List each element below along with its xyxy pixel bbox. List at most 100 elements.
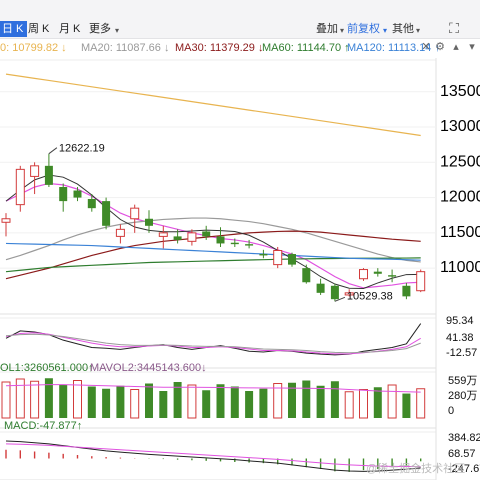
- oscillator-tick-label: 95.34: [446, 315, 474, 327]
- watermark-text: @稀土掘金技术社区: [366, 463, 466, 475]
- candle-body-up: [115, 228, 125, 237]
- ma20-label: MA20: 11087.66 ↓: [81, 42, 170, 54]
- volume-bar-down: [102, 388, 111, 418]
- chevron-up-icon[interactable]: ▴: [453, 41, 459, 53]
- candle-body-down: [102, 201, 111, 226]
- period-daily-k-tab[interactable]: 日 K: [0, 21, 28, 37]
- volume-bar-down: [159, 391, 168, 418]
- period-monthly-k-tab[interactable]: 月 K: [59, 23, 81, 35]
- volume-bar-up: [273, 383, 283, 419]
- volume-bar-up: [73, 380, 82, 419]
- candle-body-down: [216, 236, 225, 244]
- chevron-down-icon: ▾: [115, 26, 120, 35]
- volume-bar-down: [216, 384, 225, 418]
- candle-body-up: [273, 250, 283, 266]
- volume-bar-up: [359, 389, 368, 419]
- chevron-down-icon[interactable]: ▾: [469, 41, 475, 53]
- vol-legend-label: OL1:3260561.000↑: [0, 362, 94, 374]
- candle-body-up: [130, 207, 140, 220]
- price-tick-label: 11000.0: [440, 259, 480, 276]
- volume-bar-up: [130, 389, 140, 419]
- candle-body-down: [388, 275, 397, 277]
- ma120-label: MA120: 11113.14 ↑: [347, 42, 440, 54]
- candle-body-up: [15, 168, 25, 206]
- toolbar: 日 K 周 K 月 K 更多 ▾ 叠加 ▾ 前复权 ▾ 其他 ▾ ⛶: [0, 0, 480, 39]
- candle-body-down: [288, 254, 296, 265]
- high-marker-line: [48, 147, 58, 155]
- macd-legend-label: MACD:-47.877↑: [4, 420, 83, 432]
- high-price-label: 12622.19: [59, 143, 105, 155]
- candle-body-down: [173, 236, 182, 240]
- volume-bar-down: [302, 380, 311, 418]
- volume-bar-down: [173, 382, 182, 418]
- candle-body-up: [158, 232, 168, 237]
- candle-body-down: [44, 165, 53, 185]
- candle-body-up: [344, 292, 354, 296]
- ma30-label: MA30: 11379.29 ↓: [175, 42, 264, 54]
- other-button[interactable]: 其他: [392, 23, 414, 35]
- candle-body-up: [359, 269, 368, 280]
- ma20-line: [5, 217, 421, 263]
- ma120-line: [5, 242, 421, 261]
- close-icon[interactable]: ✕: [421, 41, 431, 53]
- oscillator-line: [5, 333, 421, 354]
- price-tick-label: 12500.0: [440, 153, 480, 170]
- volume-tick-label: 0: [448, 405, 454, 417]
- volume-bar-up: [187, 384, 197, 419]
- candle-body-up: [416, 271, 426, 292]
- volume-bar-down: [330, 381, 339, 418]
- candle-body-down: [330, 285, 339, 300]
- volume-bar-down: [230, 386, 239, 418]
- overlay-button[interactable]: 叠加: [316, 23, 338, 35]
- price-tick-label: 13000.0: [440, 118, 480, 135]
- candle-body-up: [187, 232, 197, 242]
- fullscreen-icon[interactable]: ⛶: [449, 20, 459, 36]
- volume-bar-down: [316, 385, 325, 418]
- low-price-label: 10529.38: [347, 290, 393, 302]
- volume-bar-up: [344, 391, 354, 419]
- candle-body-down: [230, 242, 239, 245]
- volume-bar-down: [44, 378, 53, 418]
- candle-body-down: [245, 244, 254, 246]
- candle-body-down: [373, 271, 382, 274]
- low-marker-line: [334, 296, 346, 302]
- ma5-line: [5, 182, 421, 289]
- settings-icon[interactable]: ⚙: [435, 41, 445, 53]
- period-more-tab[interactable]: 更多: [89, 23, 111, 35]
- volume-bar-up: [416, 388, 426, 419]
- candle-body-down: [202, 231, 211, 237]
- candle-body-up: [1, 218, 11, 223]
- candle-body-down: [145, 218, 153, 226]
- volume-bar-down: [59, 385, 68, 418]
- adjust-button[interactable]: 前复权: [347, 23, 380, 35]
- volume-bar-up: [1, 381, 11, 419]
- volume-tick-label: 280万: [448, 390, 477, 402]
- oscillator-line: [5, 323, 422, 356]
- price-tick-label: 12000.0: [440, 189, 480, 206]
- candle-body-down: [402, 285, 411, 297]
- period-weekly-k-tab[interactable]: 周 K: [28, 23, 50, 35]
- volume-bar-down: [245, 391, 254, 418]
- price-tick-label: 13500.0: [440, 83, 480, 100]
- ma60-label: MA60: 11144.70 ↑: [262, 42, 350, 54]
- chevron-down-icon: ▾: [340, 26, 345, 35]
- macd-tick-label: 384.82: [448, 432, 480, 444]
- mavol-legend-label: MAVOL2:3445143.600↓: [90, 362, 207, 374]
- volume-bar-down: [202, 390, 211, 418]
- volume-bar-down: [373, 387, 382, 418]
- volume-bar-up: [30, 380, 40, 419]
- candle-body-down: [87, 198, 96, 209]
- candle-body-down: [302, 268, 311, 283]
- oscillator-tick-label: -12.57: [446, 347, 477, 359]
- volume-bar-up: [15, 378, 25, 419]
- macd-tick-label: 68.57: [448, 448, 476, 460]
- macd-line: [5, 440, 421, 472]
- ma60-line: [5, 257, 421, 273]
- candle-body-up: [30, 165, 40, 177]
- price-tick-label: 11500.0: [440, 224, 480, 241]
- volume-bar-down: [288, 382, 296, 418]
- ma5-label: 0: 10799.82 ↓: [0, 42, 67, 54]
- volume-bar-down: [259, 388, 268, 418]
